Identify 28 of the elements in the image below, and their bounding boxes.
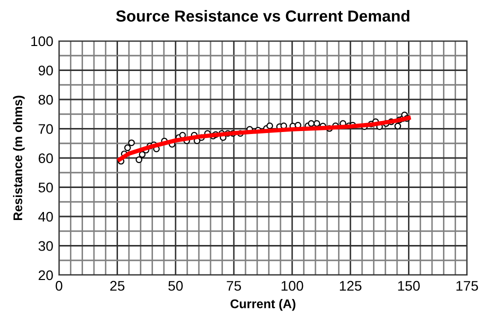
x-tick-label: 150: [398, 280, 420, 291]
x-tick-label: 175: [456, 281, 478, 291]
x-tick-label: 0: [56, 280, 62, 291]
y-tick-label: 80: [38, 94, 53, 105]
y-tick-label: 90: [38, 66, 53, 76]
x-tick-label: 75: [226, 281, 241, 291]
x-tick-label: 100: [282, 280, 304, 291]
y-tick-label: 50: [38, 182, 53, 192]
chart-title: Source Resistance vs Current Demand: [116, 10, 410, 22]
point: [314, 120, 320, 127]
point: [394, 122, 402, 130]
y-tick-label: 40: [38, 212, 53, 222]
point: [138, 151, 146, 158]
y-tick-label: 60: [38, 153, 53, 164]
point: [266, 122, 274, 130]
y-tick-label: 70: [38, 124, 53, 134]
x-tick-label: 125: [340, 280, 362, 291]
y-axis-title: Resistance (m ohms): [13, 96, 25, 220]
point: [136, 156, 142, 164]
x-tick-label: 50: [168, 280, 183, 291]
y-tick-label: 20: [38, 270, 53, 280]
y-tick-label: 30: [38, 241, 53, 251]
y-tick-label: 100: [31, 36, 53, 46]
x-axis-title: Current (A): [230, 299, 296, 311]
point: [128, 139, 135, 146]
x-tick-label: 25: [110, 280, 124, 291]
point: [308, 120, 315, 127]
point: [124, 144, 131, 152]
